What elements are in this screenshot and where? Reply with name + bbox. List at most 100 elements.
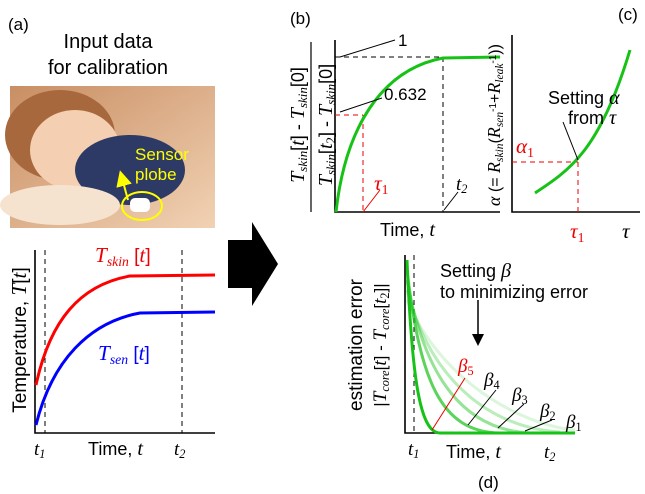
label-part: 1 (578, 230, 585, 245)
label-part: leak (494, 63, 506, 83)
label-part: t (139, 341, 146, 365)
beta-label: β3 (511, 385, 528, 407)
label-part: R (484, 83, 504, 95)
label-part: t (174, 439, 180, 460)
label-part: T (287, 170, 309, 183)
label-part: 1 (527, 145, 534, 160)
label-part: ] (145, 246, 150, 267)
label-part: 2 (378, 292, 392, 298)
label-part: α (609, 87, 620, 109)
label-part: [ (128, 344, 139, 365)
label-part: [ (316, 149, 336, 154)
label-part: skin (494, 143, 506, 162)
label-part: + (487, 94, 504, 103)
plot-b (334, 39, 501, 213)
label-part: 1 (575, 420, 581, 434)
label-part: 2 (323, 137, 338, 143)
photo (0, 86, 215, 228)
label-part: skin (107, 254, 129, 269)
label-part: 1 (39, 447, 45, 461)
label-part: 2 (549, 409, 555, 423)
label-part: [ (371, 365, 390, 370)
label-part: )) (487, 44, 504, 55)
beta-label: β4 (483, 370, 500, 392)
label-part: [ (288, 146, 308, 151)
x-label: τ (622, 219, 631, 243)
label-part: core (378, 308, 392, 330)
label-part: T (370, 329, 391, 341)
label-part: to minimizing error (440, 282, 588, 302)
y-label: Temperature, T[t] (7, 267, 31, 413)
x-tick-label: t1 (408, 439, 419, 461)
photo-caption: Sensor (135, 145, 189, 164)
label-part: skin (295, 87, 310, 108)
label-part: T (95, 243, 109, 267)
level-label: 0.632 (384, 85, 427, 104)
label-part: t (139, 243, 146, 267)
label-part: [0] (288, 67, 308, 87)
label-part: 1 (382, 182, 389, 197)
label-part: t (456, 174, 462, 195)
label-part: β (511, 385, 522, 406)
x-label: Time, t (88, 438, 143, 460)
label-part: [0] (316, 64, 336, 84)
x-tick-label: t2 (174, 439, 185, 461)
annotation: Setting α (548, 87, 620, 109)
label-part: β (500, 260, 512, 282)
label-part: [ (371, 304, 390, 309)
x-tick-label: t1 (34, 439, 45, 461)
x-tick-label: t2 (456, 174, 467, 196)
label-part: τ (374, 171, 383, 195)
label-part: β (483, 370, 494, 391)
label-part: t (370, 360, 391, 366)
label-part: core (378, 370, 392, 392)
skin-curve (34, 273, 216, 386)
label-part: Time, (380, 220, 429, 240)
label-part: 3 (521, 393, 527, 407)
tau-label: τ1 (570, 219, 585, 245)
y-label: estimation error (346, 278, 367, 411)
plot-c (511, 35, 640, 213)
series-label: Tskin [t] (95, 243, 151, 269)
label-part: α (484, 196, 504, 206)
title: for calibration (48, 57, 168, 79)
label-part: Time, (88, 439, 137, 459)
label-part: α (516, 134, 528, 158)
label-part: Setting (548, 88, 609, 108)
label-part: sen (494, 112, 506, 128)
label-part: skin (295, 151, 310, 172)
label-part: 4 (493, 378, 499, 392)
label-part: t (495, 441, 501, 463)
label-part: ] - (288, 119, 308, 140)
series-label: Tsen [t] (98, 341, 150, 367)
label-part: t (34, 439, 40, 460)
label-part: ( (487, 137, 504, 143)
label-part: 1 (413, 447, 419, 461)
panel-label: (a) (8, 15, 29, 34)
label-part: β (457, 356, 468, 377)
label-part: ] (10, 267, 31, 272)
label-part: sen (110, 352, 128, 367)
annotation: Setting β (440, 260, 512, 282)
y-label: α (= Rskin(Rsen-1+Rleak-1)) (484, 44, 506, 206)
label-part: ]| (371, 283, 390, 292)
label-part: τ (622, 219, 631, 243)
annotation: from τ (568, 107, 617, 129)
label-part: ] - (371, 341, 390, 361)
label-part: R (484, 127, 504, 139)
label-part: t (429, 219, 435, 241)
label-part: T (287, 106, 309, 119)
label-part: ] (145, 344, 150, 365)
label-part: -1 (488, 54, 499, 63)
label-part: (= (487, 173, 504, 197)
x-label: Time, t (446, 441, 501, 463)
alpha-label: α1 (516, 134, 534, 160)
label-part: ] - (316, 116, 336, 137)
sen-curve (34, 310, 216, 426)
label-part: τ (570, 219, 579, 243)
label-part: Setting (440, 261, 501, 281)
label-part: from (568, 108, 609, 128)
label-part: Time, (446, 442, 495, 462)
y-label: Tskin[t] - Tskin[0] (287, 67, 310, 183)
